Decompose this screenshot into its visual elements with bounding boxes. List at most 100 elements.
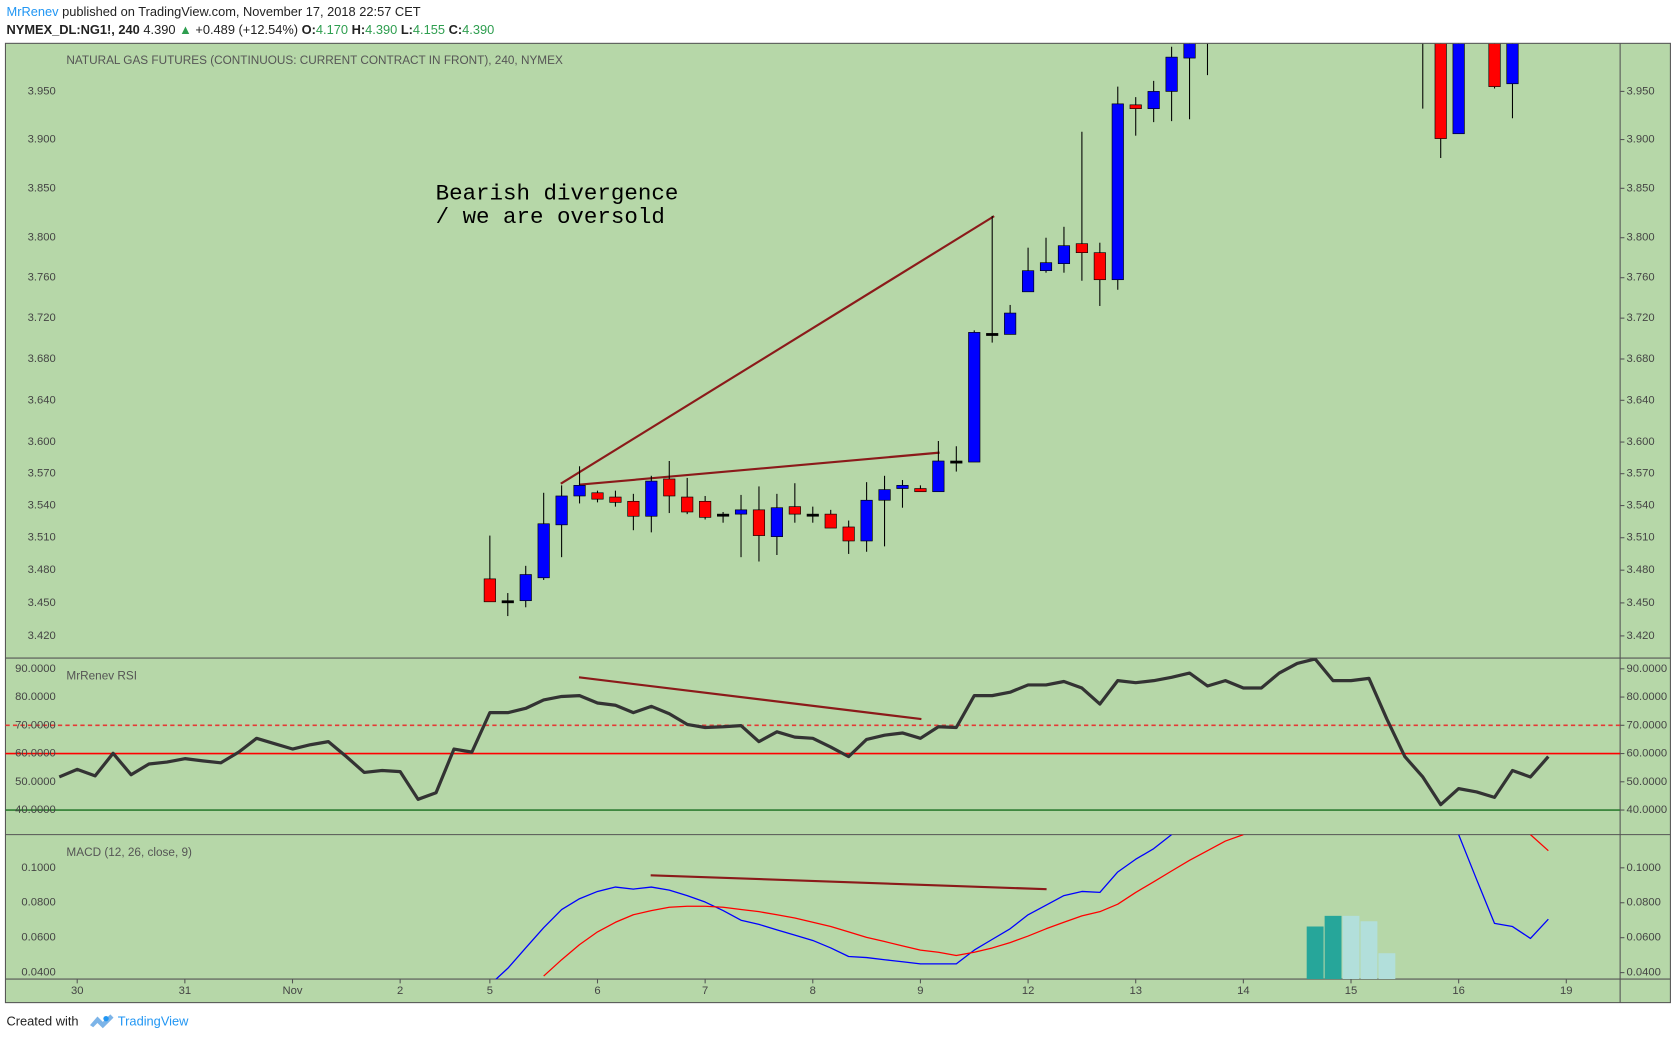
- x-tick-label: 15: [1345, 985, 1357, 997]
- x-tick-label: 7: [702, 985, 708, 997]
- y-tick-label: 50.0000: [1627, 776, 1668, 788]
- candle-body: [1111, 103, 1124, 281]
- candle-body: [842, 526, 855, 542]
- candle-body: [555, 495, 568, 526]
- candle-body: [1506, 43, 1519, 85]
- x-tick-label: 14: [1237, 985, 1249, 997]
- trend-line: [578, 676, 922, 721]
- candle-body: [896, 485, 909, 489]
- candle-body: [699, 500, 712, 518]
- y-tick-label: 0.1000: [1627, 862, 1661, 874]
- publish-line: MrRenev published on TradingView.com, No…: [7, 4, 421, 19]
- y-tick-label: 0.0400: [1627, 967, 1661, 979]
- y-tick-label: 3.720: [1627, 312, 1655, 324]
- x-tick-label: 16: [1452, 985, 1464, 997]
- candle-body: [1452, 43, 1465, 135]
- y-tick-label: 0.1000: [21, 862, 55, 874]
- x-tick-label: 6: [594, 985, 600, 997]
- y-tick-label: 3.600: [28, 436, 56, 448]
- candle-body: [788, 506, 801, 515]
- y-tick-label: 3.510: [1627, 532, 1655, 544]
- annotation: / we are oversold: [436, 204, 665, 230]
- y-tick-label: 3.680: [28, 353, 56, 365]
- y-tick-label: 3.640: [1627, 394, 1655, 406]
- candle-body: [752, 509, 766, 536]
- author[interactable]: MrRenev: [7, 4, 60, 19]
- candle-body: [878, 489, 891, 501]
- candle-body: [1057, 245, 1071, 264]
- symbol-line: NYMEX_DL:NG1!, 240 4.390 ▲ +0.489 (+12.5…: [7, 22, 495, 37]
- footer-brand[interactable]: TradingView: [118, 1013, 189, 1028]
- ohlc-label: O:: [302, 22, 316, 37]
- y-tick-label: 3.480: [1627, 564, 1655, 576]
- series-line: [495, 834, 1549, 980]
- histogram-bar: [1360, 921, 1378, 980]
- y-tick-label: 3.450: [28, 597, 56, 609]
- change: +0.489 (+12.54%): [195, 22, 298, 37]
- y-tick-label: 3.480: [28, 564, 56, 576]
- pane: [495, 834, 1549, 980]
- pane: [483, 43, 1519, 617]
- last-price: 4.390: [143, 22, 175, 37]
- candle-body: [1165, 56, 1178, 92]
- ohlc-label: H:: [352, 22, 366, 37]
- candle-body: [645, 480, 658, 517]
- y-tick-label: 3.760: [28, 272, 56, 284]
- ohlc-value: 4.390: [365, 22, 397, 37]
- y-tick-label: 0.0800: [21, 897, 55, 909]
- y-tick-label: 3.950: [28, 85, 56, 97]
- ohlc-label: C:: [449, 22, 463, 37]
- candle-body: [1147, 91, 1160, 109]
- tradingview-logo: [89, 1014, 114, 1029]
- candle-body: [501, 600, 514, 604]
- x-tick-label: 30: [71, 985, 83, 997]
- histogram-bar: [1306, 926, 1324, 980]
- y-tick-label: 70.0000: [1627, 719, 1668, 731]
- pane: [5, 658, 1621, 811]
- x-tick-label: 31: [179, 985, 191, 997]
- candle-body: [1093, 252, 1106, 281]
- y-tick-label: 3.640: [28, 394, 56, 406]
- candle-body: [968, 332, 981, 463]
- y-tick-label: 3.540: [28, 500, 56, 512]
- published: published on TradingView.com, November 1…: [62, 4, 421, 19]
- candle-body: [1004, 312, 1017, 335]
- candle-body: [483, 578, 496, 603]
- pane-title: MrRenev RSI: [66, 669, 137, 682]
- y-tick-label: 0.0400: [21, 967, 55, 979]
- histogram-bar: [1324, 915, 1342, 980]
- candle-body: [573, 485, 586, 497]
- y-tick-label: 3.800: [1627, 232, 1655, 244]
- candle-body: [609, 496, 622, 503]
- candle-body: [1129, 104, 1142, 109]
- candle-body: [663, 478, 676, 497]
- y-tick-label: 80.0000: [1627, 691, 1668, 703]
- y-tick-label: 60.0000: [15, 748, 56, 760]
- candle-body: [591, 492, 604, 500]
- x-tick-label: 5: [487, 985, 493, 997]
- footer-text: Created with: [7, 1013, 79, 1028]
- y-tick-label: 80.0000: [15, 691, 56, 703]
- candle-body: [627, 500, 640, 517]
- y-tick-label: 3.950: [1627, 85, 1655, 97]
- x-tick-label: 8: [810, 985, 816, 997]
- candle-body: [932, 460, 945, 493]
- candle-body: [824, 513, 837, 529]
- candle-body: [950, 460, 963, 464]
- histogram-bar: [1378, 953, 1396, 980]
- y-tick-label: 3.420: [1627, 630, 1655, 642]
- y-tick-label: 3.900: [28, 134, 56, 146]
- y-tick-label: 70.0000: [15, 719, 56, 731]
- candle-body: [806, 513, 819, 517]
- y-tick-label: 0.0600: [21, 932, 55, 944]
- symbol: NYMEX_DL:NG1!, 240: [7, 22, 140, 37]
- ohlc-value: 4.155: [413, 22, 445, 37]
- candle-body: [734, 509, 748, 515]
- candle-body: [914, 488, 927, 493]
- y-tick-label: 50.0000: [15, 776, 56, 788]
- y-tick-label: 90.0000: [1627, 663, 1668, 675]
- arrow: ▲: [179, 22, 192, 37]
- candle-body: [860, 499, 873, 542]
- y-tick-label: 3.760: [1627, 272, 1655, 284]
